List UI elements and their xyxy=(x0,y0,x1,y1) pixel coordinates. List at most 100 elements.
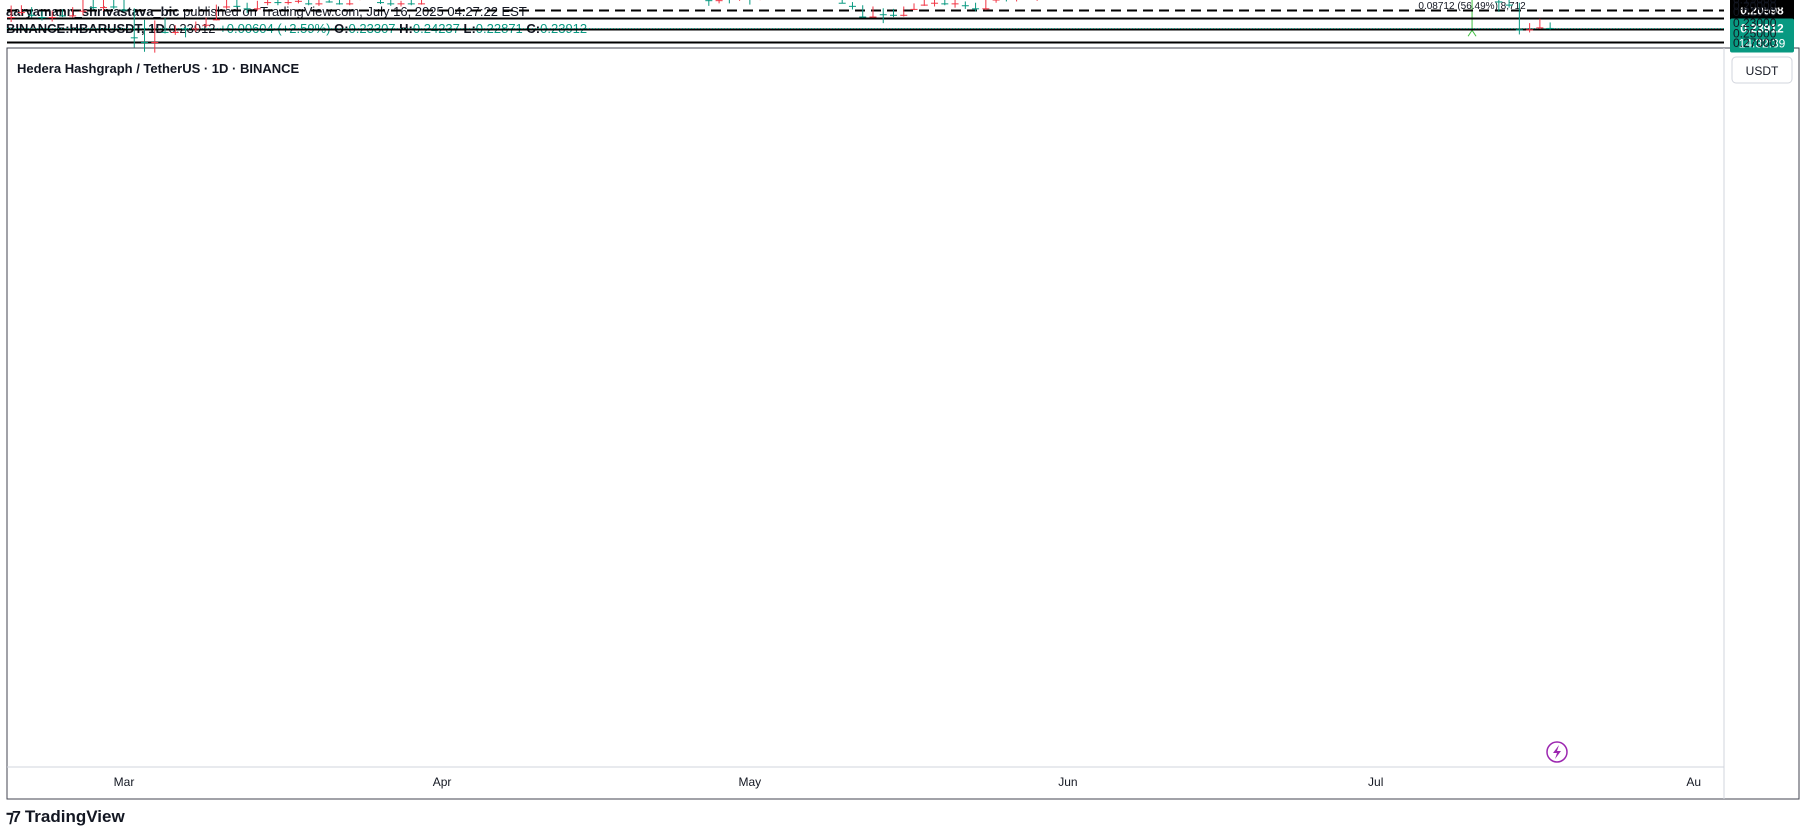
candle-body xyxy=(951,3,959,5)
level-price-label: 0.18007 xyxy=(1740,0,1784,1)
candle-body xyxy=(705,0,713,2)
candle-body xyxy=(931,2,939,4)
candle-body xyxy=(1546,27,1554,29)
y-tick-label: 0.27000 xyxy=(1733,36,1777,50)
candle-body xyxy=(992,0,1000,1)
candle xyxy=(739,0,741,1)
candle xyxy=(294,0,302,4)
candle xyxy=(941,0,949,6)
candle-body xyxy=(89,7,97,9)
candle xyxy=(79,0,87,16)
candle-body xyxy=(407,3,415,5)
candle-body xyxy=(79,10,87,12)
tradingview-logo[interactable]: ⁊7 TradingView xyxy=(6,807,125,827)
candle xyxy=(890,8,897,18)
candle xyxy=(58,9,66,18)
candle xyxy=(869,6,877,18)
candle-body xyxy=(848,5,856,7)
candle xyxy=(900,6,908,17)
candle xyxy=(223,0,231,9)
x-tick-label: Jun xyxy=(1058,775,1077,789)
candle-body xyxy=(315,3,323,5)
candle xyxy=(192,21,200,32)
candle-body xyxy=(99,7,107,9)
candle-body xyxy=(335,3,343,5)
candle xyxy=(141,19,149,52)
candle-body xyxy=(346,3,354,5)
candle xyxy=(1505,0,1513,8)
candle-body xyxy=(48,17,56,19)
candle-body xyxy=(294,0,302,2)
candle xyxy=(715,0,723,4)
candle xyxy=(315,0,323,6)
candle-body xyxy=(274,2,282,4)
y-tick-label: 0.23000 xyxy=(1733,16,1777,30)
candle-body xyxy=(387,3,395,5)
last-price-label: 0.23912 xyxy=(1740,22,1784,36)
y-tick-label: 0.20000 xyxy=(1733,0,1777,13)
candle xyxy=(879,8,887,24)
candle-body xyxy=(890,14,897,16)
candle-body xyxy=(961,5,969,7)
candle xyxy=(7,5,15,22)
candle-body xyxy=(982,8,990,10)
chart-title: Hedera Hashgraph / TetherUS · 1D · BINAN… xyxy=(17,61,300,76)
candle xyxy=(243,2,251,14)
candle-body xyxy=(859,16,867,18)
candle xyxy=(705,0,713,6)
currency-button[interactable] xyxy=(1731,56,1793,84)
candle-body xyxy=(900,14,908,16)
candle xyxy=(728,0,730,4)
candle-body xyxy=(264,2,272,4)
candle-body xyxy=(58,15,66,17)
candle-body xyxy=(110,6,118,8)
candle-body xyxy=(120,9,128,11)
candle-body xyxy=(28,14,36,16)
candle xyxy=(130,8,138,48)
candle xyxy=(305,0,313,6)
candle xyxy=(48,10,56,22)
candle-body xyxy=(941,3,949,5)
x-tick-label: Au xyxy=(1686,775,1701,789)
candle-body xyxy=(920,4,928,6)
candle-body xyxy=(418,3,426,5)
publish-info: published on TradingView.com, July 16, 2… xyxy=(183,4,527,19)
candle xyxy=(182,26,190,38)
candle xyxy=(110,0,118,9)
candle-body xyxy=(141,42,149,44)
horizontal-levels: 0.267830.241110.220200.205980.188420.180… xyxy=(7,0,1794,53)
tradingview-logo-icon: ⁊7 xyxy=(6,809,21,826)
x-tick-label: Mar xyxy=(114,775,135,789)
candle-body xyxy=(17,12,25,14)
candle xyxy=(202,17,210,28)
candle xyxy=(972,2,980,12)
countdown-label: 14:32:39 xyxy=(1739,37,1786,51)
candle xyxy=(397,0,405,7)
candle-body xyxy=(69,15,77,17)
candle-body xyxy=(715,0,723,2)
candle-body xyxy=(1536,27,1544,29)
level-price-label: 0.18842 xyxy=(1740,0,1784,6)
price-axis: 0.270000.250000.230000.210000.200000.190… xyxy=(1733,0,1777,50)
candle xyxy=(120,0,128,12)
candle xyxy=(910,3,918,11)
y-tick-label: 0.21000 xyxy=(1733,5,1777,19)
candle xyxy=(377,0,384,4)
candle-body xyxy=(869,16,877,18)
x-tick-label: Apr xyxy=(433,775,452,789)
candle xyxy=(1005,0,1007,2)
candle xyxy=(1016,0,1018,2)
candle-body xyxy=(7,17,15,19)
time-axis: Mar Apr May Jun Jul Au xyxy=(114,775,1701,789)
candle xyxy=(838,0,846,4)
candle-body xyxy=(397,3,405,5)
candle xyxy=(335,0,343,5)
candle xyxy=(859,5,867,18)
candle xyxy=(28,7,36,18)
candle-body xyxy=(1495,1,1503,3)
lightning-icon[interactable] xyxy=(1546,741,1568,763)
candle-body xyxy=(151,42,159,44)
candle xyxy=(1546,22,1554,30)
candle xyxy=(69,7,77,18)
